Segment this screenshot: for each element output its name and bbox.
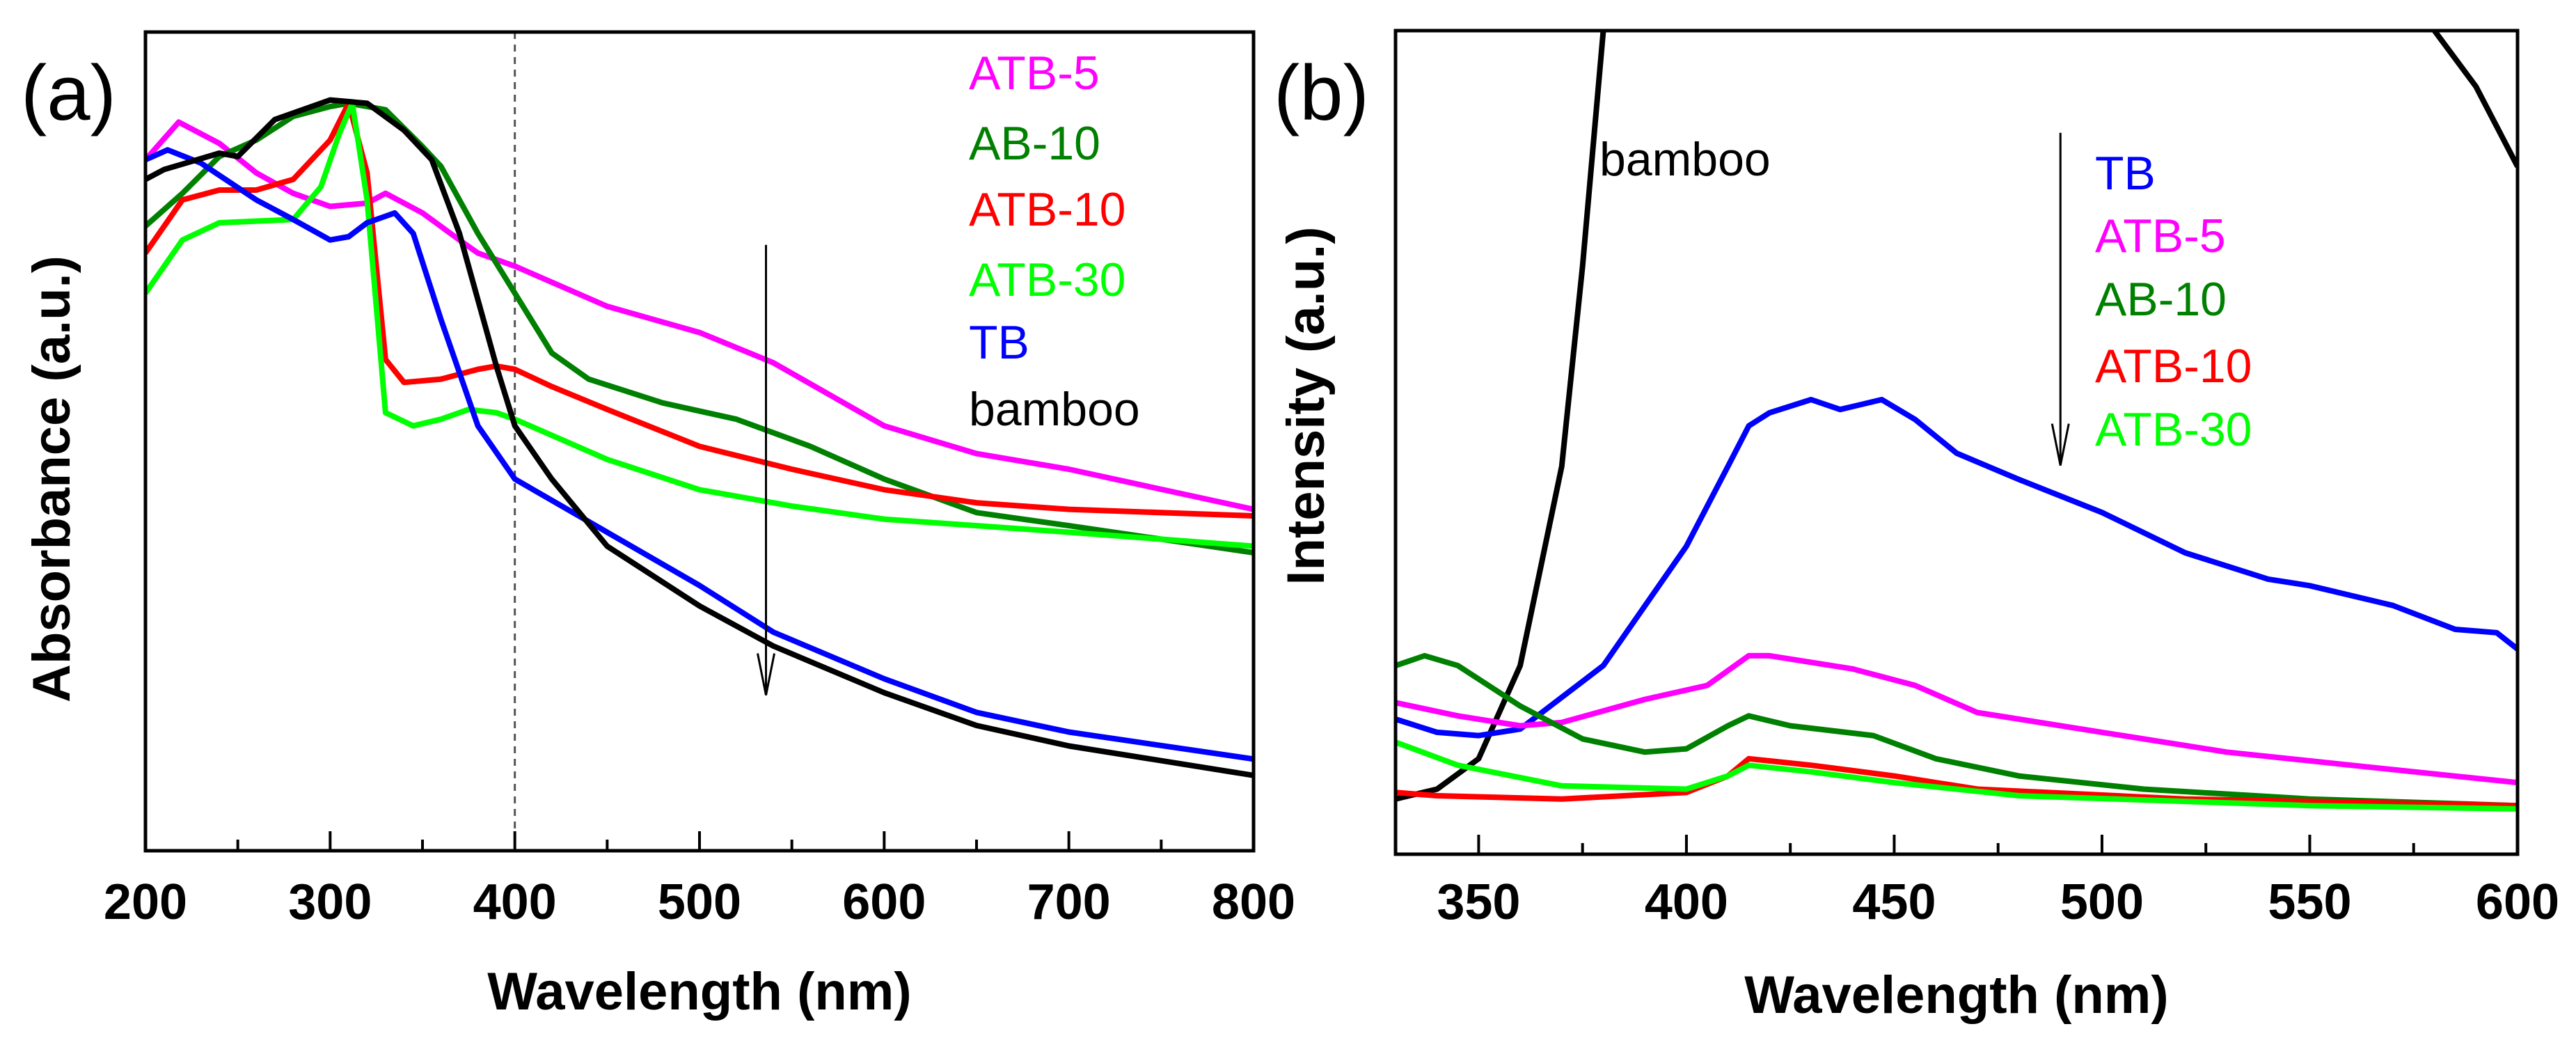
plot-frame-b: [1393, 29, 2520, 856]
x-tick-label: 600: [842, 874, 926, 930]
panel-a-label: (a): [21, 49, 116, 136]
x-tick-label: 700: [1027, 874, 1111, 930]
x-tick-label: 200: [104, 874, 187, 930]
legend-entry-b: ATB-10: [2095, 340, 2252, 393]
series-line-atb-30: [1396, 739, 2518, 812]
legend-entry-atb-5: ATB-5: [969, 47, 1100, 100]
series-line-ab-10: [145, 100, 1254, 556]
x-tick-label: 400: [473, 874, 557, 930]
series-line-bamboo: [145, 97, 1254, 778]
panel-b: (b) Intensity (a.u.) Wavelength (nm) bam…: [1274, 29, 2559, 1025]
series-line-atb-5: [145, 119, 1254, 512]
x-tick-label: 550: [2268, 874, 2351, 930]
legend-entry-ab-10: AB-10: [969, 117, 1100, 170]
series-line-tb: [1396, 397, 2518, 739]
series-group-b: [1396, 31, 2518, 812]
legend-entry-b: TB: [2095, 147, 2156, 200]
x-tick-label: 450: [1852, 874, 1936, 930]
panel-b-label: (b): [1274, 49, 1369, 136]
legend-entry-tb: TB: [969, 316, 1029, 369]
trend-arrowhead: [757, 653, 775, 695]
series-line-bamboo-tail: [2431, 31, 2518, 168]
x-tick-label: 500: [2060, 874, 2144, 930]
y-axis-title-a: Absorbance (a.u.): [22, 255, 81, 702]
x-tick-label: 300: [288, 874, 372, 930]
x-tick-label: 800: [1212, 874, 1295, 930]
series-line-ab-10: [1396, 652, 2518, 809]
series-line-atb-5: [1396, 652, 2518, 786]
series-line-atb-30: [145, 100, 1254, 549]
legend-entry-bamboo: bamboo: [969, 383, 1140, 436]
x-tick-label: 500: [658, 874, 741, 930]
x-tick-label: 400: [1645, 874, 1728, 930]
y-axis-title-b: Intensity (a.u.): [1277, 226, 1336, 585]
trend-arrowhead: [2050, 423, 2070, 466]
x-tick-label: 350: [1437, 874, 1520, 930]
bamboo-label-b: bamboo: [1599, 133, 1771, 186]
x-axis-title-b: Wavelength (nm): [1744, 966, 2168, 1025]
x-axis-title-a: Wavelength (nm): [487, 962, 911, 1021]
legend-entry-b: AB-10: [2095, 273, 2227, 326]
legend-entry-b: ATB-30: [2095, 403, 2252, 456]
series-line-tb: [145, 147, 1254, 762]
series-group-a: [145, 97, 1254, 778]
legend-entry-atb-10: ATB-10: [969, 183, 1125, 236]
legend-entry-b: ATB-5: [2095, 210, 2226, 262]
legend-entry-atb-30: ATB-30: [969, 253, 1125, 306]
series-line-bamboo: [1396, 31, 1606, 802]
series-line-atb-10: [1396, 755, 2518, 809]
panel-a: (a) Absorbance (a.u.) Wavelength (nm) 20…: [21, 30, 1295, 1021]
x-tick-label: 600: [2476, 874, 2559, 930]
